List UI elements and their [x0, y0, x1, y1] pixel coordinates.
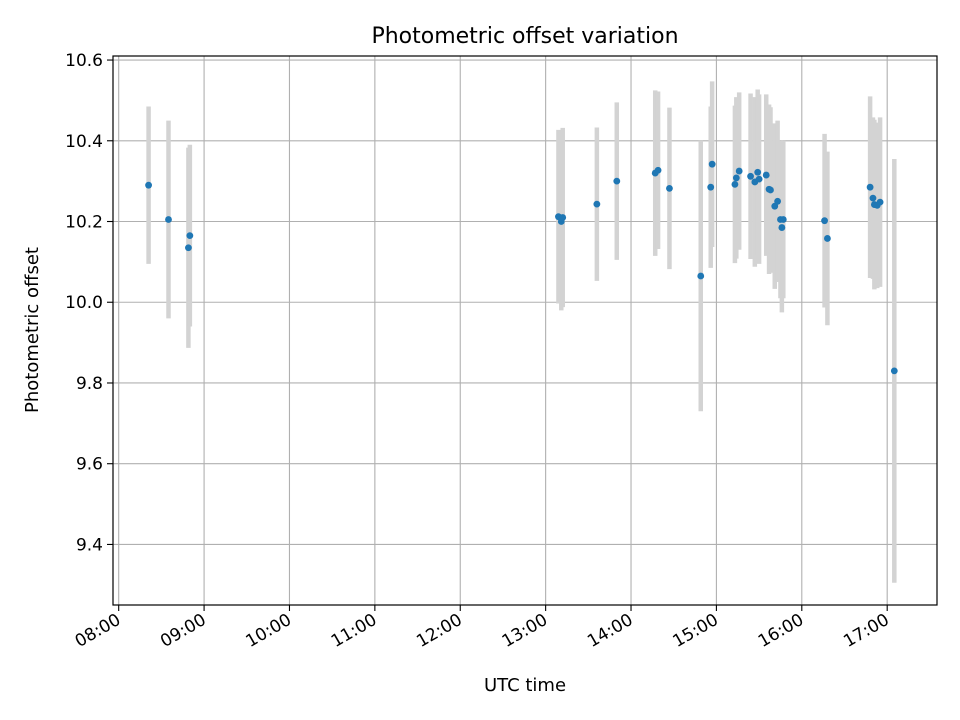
y-tick-label: 10.4	[65, 132, 103, 152]
data-point	[774, 197, 782, 205]
data-point	[735, 167, 743, 175]
data-point	[778, 224, 786, 231]
data-point	[559, 214, 567, 221]
y-tick-label: 10.2	[65, 213, 103, 233]
data-point	[767, 186, 774, 194]
x-axis-label: UTC time	[484, 675, 566, 696]
data-point	[593, 200, 601, 208]
data-point	[708, 160, 716, 168]
data-point	[185, 244, 192, 252]
data-point	[821, 217, 828, 225]
data-point	[165, 216, 172, 223]
data-point	[876, 198, 884, 206]
grid	[113, 56, 937, 605]
y-tick-label: 9.8	[76, 374, 103, 394]
data-point	[186, 232, 194, 240]
data-point	[779, 216, 787, 223]
data-point	[654, 166, 662, 174]
y-axis-label: Photometric offset	[22, 247, 43, 413]
data-point	[824, 235, 831, 242]
data-point	[866, 183, 874, 191]
data-point	[707, 183, 715, 191]
data-point	[613, 177, 621, 185]
plot-frame	[112, 55, 938, 606]
y-tick-label: 9.6	[76, 455, 103, 475]
data-point	[731, 180, 739, 188]
y-tick-label: 10.0	[65, 293, 103, 313]
y-tick-label: 9.4	[76, 535, 103, 555]
data-points	[145, 160, 898, 375]
y-tick-label: 10.6	[65, 51, 103, 71]
data-point	[755, 175, 763, 183]
data-point	[666, 185, 673, 192]
data-point	[145, 181, 152, 189]
data-point	[747, 172, 754, 180]
chart-title: Photometric offset variation	[371, 24, 678, 49]
data-point	[732, 174, 740, 182]
data-point	[697, 272, 705, 280]
data-point	[869, 194, 877, 202]
data-point	[762, 171, 770, 179]
data-point	[754, 168, 762, 176]
data-point	[890, 367, 898, 375]
